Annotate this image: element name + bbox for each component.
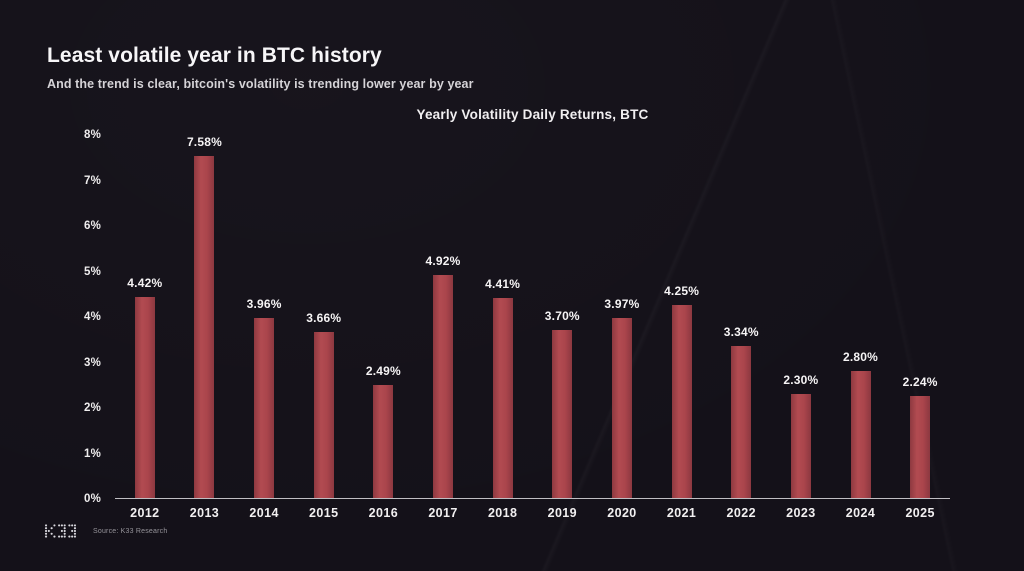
y-tick-label: 8% bbox=[83, 129, 101, 141]
bar-column: 2.80% bbox=[831, 135, 891, 498]
x-tick-label: 2014 bbox=[249, 506, 279, 520]
x-tick-label: 2023 bbox=[786, 506, 816, 520]
bar-column: 2.24% bbox=[890, 135, 950, 498]
x-tick-label: 2022 bbox=[726, 506, 756, 520]
bar-2020 bbox=[611, 317, 632, 498]
bar-2024 bbox=[850, 370, 871, 498]
x-tick-label: 2024 bbox=[845, 506, 876, 520]
bar-value-label: 4.42% bbox=[127, 276, 163, 291]
y-tick-label: 0% bbox=[83, 493, 101, 505]
bar-column: 2.30% bbox=[771, 135, 831, 498]
x-tick-label: 2013 bbox=[189, 506, 220, 520]
bar-value-label: 2.49% bbox=[365, 364, 401, 379]
volatility-bar-chart: 0% 1% 2% 3% 4% 5% 6% 7% 8% 4.42% 7.58% 3.96% 3.66% 2… bbox=[84, 129, 950, 520]
chart-title: Yearly Volatility Daily Returns, BTC bbox=[416, 107, 649, 122]
source-note: Source: K33 Research bbox=[93, 527, 168, 535]
bar-value-label: 4.25% bbox=[664, 284, 700, 299]
x-tick-label: 2016 bbox=[368, 506, 399, 520]
page-subtitle: And the trend is clear, bitcoin's volati… bbox=[47, 77, 474, 91]
bar-column: 3.66% bbox=[294, 135, 354, 498]
bar-column: 3.70% bbox=[532, 135, 592, 498]
y-tick-label: 2% bbox=[83, 402, 101, 414]
x-tick-label: 2025 bbox=[905, 506, 935, 520]
x-tick-label: 2021 bbox=[666, 506, 697, 520]
bar-2016 bbox=[373, 385, 394, 498]
bar-value-label: 3.70% bbox=[544, 309, 580, 324]
bar-2014 bbox=[254, 318, 275, 498]
bar-column: 3.34% bbox=[711, 135, 771, 498]
y-tick-label: 1% bbox=[83, 447, 101, 460]
x-tick-label: 2020 bbox=[607, 506, 637, 520]
y-tick-label: 4% bbox=[83, 311, 101, 323]
bar-2019 bbox=[552, 330, 573, 498]
y-tick-label: 6% bbox=[83, 220, 101, 232]
bar-2025 bbox=[910, 396, 931, 498]
y-tick-label: 3% bbox=[83, 356, 101, 369]
y-tick-label: 5% bbox=[83, 265, 101, 278]
k33-logo bbox=[44, 524, 77, 538]
plot-area: 4.42% 7.58% 3.96% 3.66% 2.49% 4.92% 4.41% 3.70%… bbox=[115, 135, 950, 499]
bar-2012 bbox=[134, 297, 155, 498]
bar-2018 bbox=[492, 297, 513, 498]
page-title: Least volatile year in BTC history bbox=[47, 44, 382, 67]
bar-column: 3.97% bbox=[592, 135, 652, 498]
bar-value-label: 2.24% bbox=[902, 375, 938, 390]
bar-column: 7.58% bbox=[175, 135, 235, 498]
bar-value-label: 7.58% bbox=[186, 135, 222, 149]
bar-2013 bbox=[194, 156, 215, 498]
bar-value-label: 3.34% bbox=[723, 325, 759, 340]
x-tick-label: 2019 bbox=[547, 506, 578, 520]
bar-column: 4.25% bbox=[652, 135, 712, 498]
bar-2022 bbox=[731, 346, 752, 498]
x-tick-label: 2012 bbox=[130, 506, 160, 520]
bar-column: 4.42% bbox=[115, 135, 175, 498]
bar-column: 3.96% bbox=[234, 135, 294, 498]
bar-value-label: 4.92% bbox=[425, 253, 461, 268]
bar-column: 2.49% bbox=[354, 135, 414, 498]
x-axis: 2012 2013 2014 2015 2016 2017 2018 2019 2020 2021… bbox=[115, 506, 950, 520]
x-tick-label: 2017 bbox=[428, 506, 458, 520]
bar-column: 4.41% bbox=[473, 135, 533, 498]
bar-value-label: 3.96% bbox=[246, 297, 282, 312]
header: Least volatile year in BTC history And t… bbox=[47, 44, 474, 91]
bar-2021 bbox=[671, 305, 692, 498]
bar-2023 bbox=[790, 393, 811, 498]
footer: Source: K33 Research bbox=[44, 524, 167, 538]
y-tick-label: 7% bbox=[83, 174, 101, 187]
bar-value-label: 2.80% bbox=[842, 349, 879, 364]
bar-2017 bbox=[433, 274, 454, 498]
bar-value-label: 3.66% bbox=[306, 310, 342, 325]
bar-2015 bbox=[313, 331, 334, 498]
x-tick-label: 2018 bbox=[487, 506, 518, 520]
x-tick-label: 2015 bbox=[309, 506, 339, 520]
bar-column: 4.92% bbox=[413, 135, 473, 498]
bar-value-label: 4.41% bbox=[485, 276, 521, 291]
bar-value-label: 3.97% bbox=[604, 296, 640, 311]
bar-value-label: 2.30% bbox=[783, 372, 819, 387]
